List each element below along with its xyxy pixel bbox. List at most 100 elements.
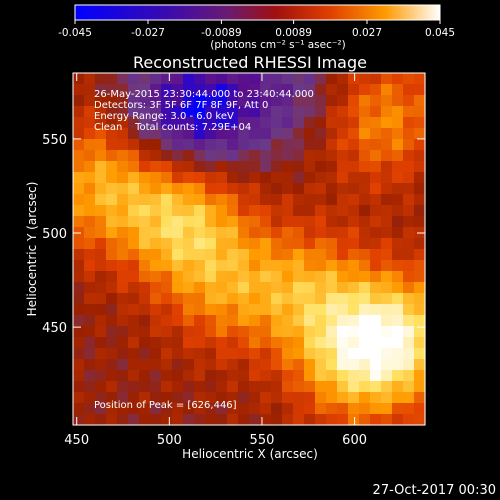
heatmap-cell — [370, 194, 382, 206]
heatmap-cell — [161, 260, 173, 272]
heatmap-cell — [73, 95, 85, 107]
annotation-block: 26-May-2015 23:30:44.000 to 23:40:44.000… — [94, 89, 314, 411]
heatmap-cell — [238, 117, 250, 129]
heatmap-cell — [359, 117, 371, 129]
heatmap-cell — [161, 293, 173, 305]
heatmap-cell — [414, 370, 426, 382]
heatmap-cell — [238, 359, 250, 371]
heatmap-cell — [359, 95, 371, 107]
heatmap-cell — [381, 73, 393, 85]
heatmap-cell — [139, 161, 151, 173]
heatmap-cell — [183, 106, 195, 118]
heatmap-cell — [282, 249, 294, 261]
colorbar-tick-label: 0.0089 — [275, 27, 312, 39]
heatmap-cell — [216, 403, 228, 415]
heatmap-cell — [150, 106, 162, 118]
heatmap-cell — [84, 194, 96, 206]
heatmap-cell — [414, 249, 426, 261]
heatmap-cell — [403, 260, 415, 272]
heatmap-image — [73, 73, 426, 426]
heatmap-cell — [106, 414, 118, 426]
heatmap-cell — [205, 249, 217, 261]
heatmap-cell — [238, 337, 250, 349]
heatmap-cell — [139, 227, 151, 239]
heatmap-cell — [403, 359, 415, 371]
heatmap-cell — [84, 282, 96, 294]
heatmap-cell — [117, 227, 129, 239]
heatmap-cell — [414, 381, 426, 393]
heatmap-cell — [73, 205, 85, 217]
plot-frame — [72, 72, 426, 426]
heatmap-cell — [106, 238, 118, 250]
heatmap-cell — [150, 403, 162, 415]
heatmap-cell — [315, 260, 327, 272]
heatmap-cell — [139, 337, 151, 349]
heatmap-cell — [227, 238, 239, 250]
heatmap-cell — [150, 150, 162, 162]
heatmap-cell — [150, 260, 162, 272]
heatmap-cell — [315, 172, 327, 184]
heatmap-cell — [359, 381, 371, 393]
heatmap-cell — [370, 128, 382, 140]
heatmap-cell — [205, 370, 217, 382]
heatmap-cell — [150, 315, 162, 327]
heatmap-cell — [249, 304, 261, 316]
heatmap-cell — [150, 84, 162, 96]
heatmap-cell — [414, 172, 426, 184]
heatmap-cell — [315, 73, 327, 85]
heatmap-cell — [271, 348, 283, 360]
heatmap-cell — [216, 205, 228, 217]
heatmap-cell — [282, 84, 294, 96]
heatmap-cell — [282, 304, 294, 316]
heatmap-cell — [392, 381, 404, 393]
heatmap-cell — [216, 381, 228, 393]
heatmap-cell — [161, 183, 173, 195]
heatmap-cell — [227, 172, 239, 184]
heatmap-cell — [414, 326, 426, 338]
heatmap-cell — [150, 117, 162, 129]
heatmap-cell — [282, 172, 294, 184]
heatmap-cell — [381, 381, 393, 393]
heatmap-cell — [238, 73, 250, 85]
heatmap-cell — [139, 282, 151, 294]
heatmap-cell — [172, 73, 184, 85]
heatmap-cell — [161, 150, 173, 162]
heatmap-cell — [150, 73, 162, 85]
heatmap-cell — [172, 337, 184, 349]
heatmap-cell — [326, 381, 338, 393]
heatmap-cell — [315, 117, 327, 129]
heatmap-cell — [161, 227, 173, 239]
heatmap-cell — [282, 73, 294, 85]
annotation-energy-range: Energy Range: 3.0 - 6.0 keV — [94, 111, 234, 122]
heatmap-cell — [106, 106, 118, 118]
heatmap-cell — [414, 271, 426, 283]
heatmap-cell — [381, 249, 393, 261]
heatmap-cell — [315, 106, 327, 118]
heatmap-cell — [128, 337, 140, 349]
heatmap-cell — [359, 326, 371, 338]
heatmap-cell — [249, 194, 261, 206]
heatmap-cell — [238, 238, 250, 250]
heatmap-cell — [73, 370, 85, 382]
heatmap-cell — [194, 304, 206, 316]
heatmap-cell — [304, 403, 316, 415]
heatmap-cell — [381, 414, 393, 426]
heatmap-cell — [117, 216, 129, 228]
heatmap-cell — [139, 370, 151, 382]
heatmap-cell — [161, 315, 173, 327]
heatmap-cell — [249, 293, 261, 305]
heatmap-cell — [326, 161, 338, 173]
heatmap-cell — [348, 172, 360, 184]
heatmap-cell — [403, 238, 415, 250]
heatmap-cell — [326, 392, 338, 404]
heatmap-cell — [293, 128, 305, 140]
heatmap-cell — [238, 84, 250, 96]
heatmap-cell — [326, 106, 338, 118]
heatmap-cell — [95, 238, 107, 250]
heatmap-cell — [161, 238, 173, 250]
heatmap-cell — [293, 194, 305, 206]
heatmap-cell — [282, 414, 294, 426]
heatmap-cell — [293, 359, 305, 371]
heatmap-cell — [84, 139, 96, 151]
heatmap-cell — [282, 128, 294, 140]
